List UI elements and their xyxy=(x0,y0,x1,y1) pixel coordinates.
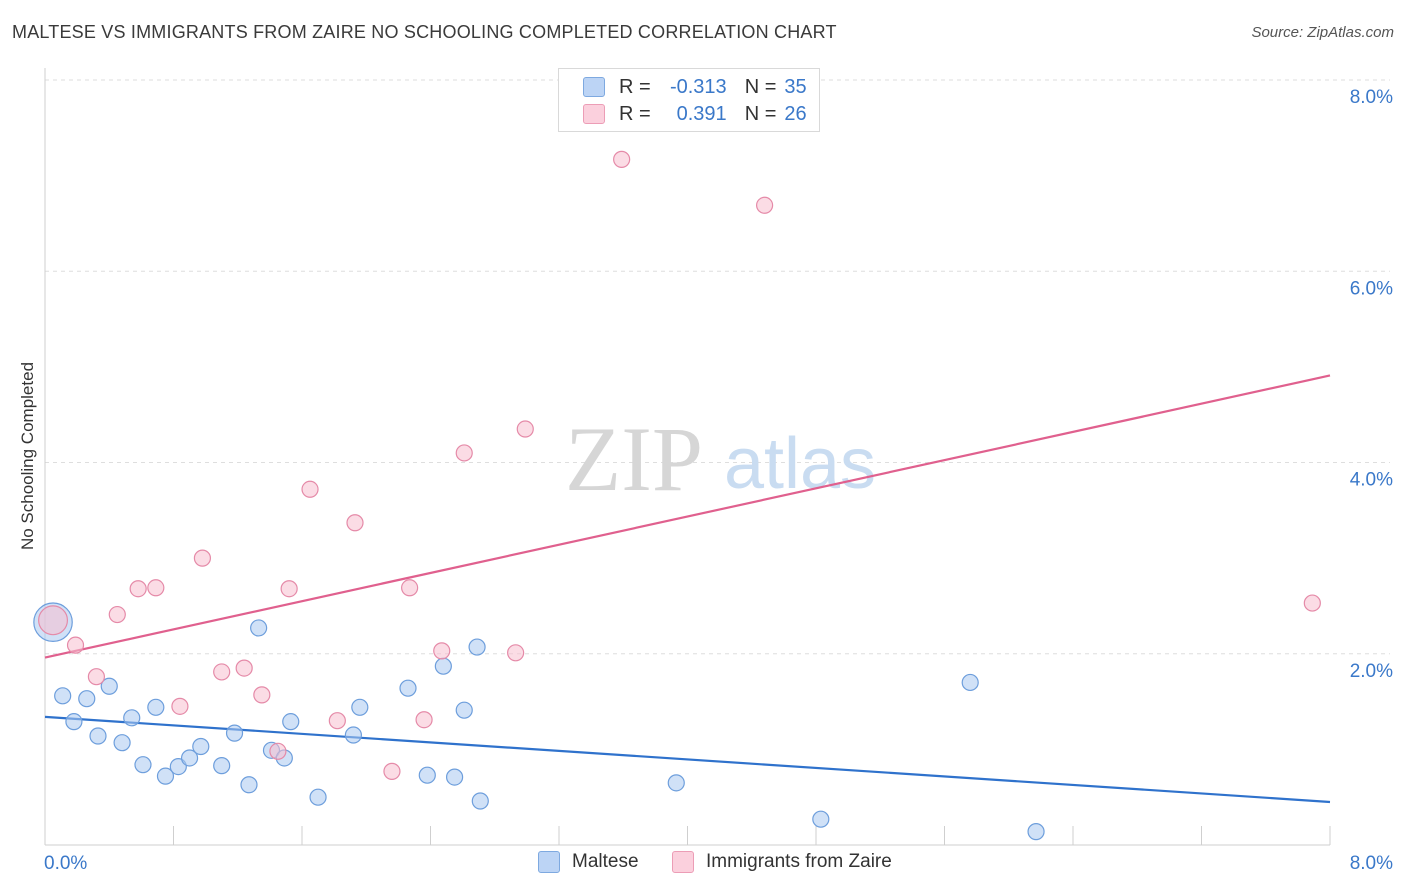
zaire-point xyxy=(87,668,106,686)
maltese-point xyxy=(180,749,199,767)
bottom-legend-maltese: Maltese xyxy=(538,851,639,873)
source-label: Source: ZipAtlas.com xyxy=(1251,24,1394,41)
zaire-point xyxy=(66,636,85,654)
zaire-point xyxy=(235,659,253,677)
maltese-point xyxy=(54,687,72,705)
maltese-point xyxy=(240,776,258,794)
watermark-zip: ZIP xyxy=(565,408,703,510)
x-tick-label-min: 0.0% xyxy=(44,853,87,874)
grid-lines xyxy=(45,79,1390,655)
zaire-point xyxy=(280,580,298,598)
maltese-point xyxy=(282,713,300,731)
bottom-legend-label-zaire: Immigrants from Zaire xyxy=(706,851,892,872)
legend-n-value: 26 xyxy=(784,102,807,125)
legend-swatch-maltese xyxy=(583,77,605,97)
zaire-point xyxy=(301,480,319,498)
zaire-point xyxy=(516,420,534,438)
x-tick-label-max: 8.0% xyxy=(1350,853,1393,874)
zaire-point xyxy=(253,686,271,704)
maltese-point xyxy=(225,724,244,742)
zaire-point xyxy=(108,605,126,624)
maltese-point xyxy=(434,657,452,675)
maltese-point xyxy=(445,768,464,786)
maltese-point xyxy=(250,619,268,637)
legend-swatch-zaire xyxy=(583,104,605,124)
bottom-legend-label-maltese: Maltese xyxy=(572,851,639,872)
y-axis-label: No Schooling Completed xyxy=(18,361,37,551)
zaire-point xyxy=(269,742,287,760)
bottom-legend-swatch-maltese xyxy=(538,851,560,873)
zaire-point xyxy=(147,579,165,597)
stats-legend: R = -0.313 N = 35 R = 0.391 N = 26 xyxy=(558,68,820,132)
maltese-point xyxy=(78,690,96,708)
zaire-point xyxy=(38,605,69,636)
zaire-point xyxy=(213,663,231,681)
trend-lines xyxy=(44,374,1331,804)
y-tick-label: 6.0% xyxy=(1350,278,1393,299)
zaire-point xyxy=(193,549,212,567)
data-points xyxy=(33,150,1321,841)
zaire-point xyxy=(383,762,401,780)
y-tick-label: 8.0% xyxy=(1350,87,1393,108)
maltese-point xyxy=(65,713,83,731)
maltese-point xyxy=(1027,823,1045,841)
legend-n-value: 35 xyxy=(784,75,807,98)
maltese-point xyxy=(113,734,131,752)
zaire-point xyxy=(755,196,774,214)
maltese-point xyxy=(468,638,486,656)
bottom-legend-zaire: Immigrants from Zaire xyxy=(672,851,892,873)
zaire-point xyxy=(171,697,189,715)
maltese-point xyxy=(192,737,210,756)
maltese-point xyxy=(418,766,436,784)
y-tick-labels: 2.0% 4.0% 6.0% 8.0% xyxy=(1350,87,1393,682)
maltese-trend-line xyxy=(44,715,1331,804)
legend-n-label: N = xyxy=(744,75,777,98)
zaire-point xyxy=(415,711,433,729)
maltese-point xyxy=(213,757,231,775)
y-tick-label: 2.0% xyxy=(1350,661,1393,682)
maltese-point xyxy=(812,810,830,828)
zaire-point xyxy=(613,150,631,168)
maltese-point xyxy=(471,792,489,810)
chart-title: MALTESE VS IMMIGRANTS FROM ZAIRE NO SCHO… xyxy=(12,22,837,42)
legend-row-zaire: R = 0.391 N = 26 xyxy=(559,101,807,127)
zaire-point xyxy=(328,712,346,730)
x-tick-labels: 0.0% 8.0% xyxy=(44,853,1393,874)
legend-r-value: 0.391 xyxy=(676,102,727,125)
zaire-point xyxy=(401,579,419,597)
axes xyxy=(44,68,1331,846)
maltese-point xyxy=(100,677,118,695)
legend-row-maltese: R = -0.313 N = 35 xyxy=(559,74,807,100)
maltese-point xyxy=(134,756,152,774)
legend-r-label: R = xyxy=(619,102,651,125)
legend-r-label: R = xyxy=(619,75,651,98)
zaire-point xyxy=(1303,594,1321,612)
maltese-point xyxy=(667,774,685,792)
maltese-point xyxy=(89,727,107,745)
bottom-legend-swatch-zaire xyxy=(672,851,694,873)
zaire-point xyxy=(346,514,364,532)
maltese-point xyxy=(309,788,327,806)
legend-n-label: N = xyxy=(744,102,777,125)
zaire-point xyxy=(455,444,473,462)
zaire-point xyxy=(129,580,147,598)
maltese-point xyxy=(147,698,165,716)
legend-r-value: -0.313 xyxy=(669,75,727,98)
maltese-point xyxy=(344,726,362,744)
maltese-point xyxy=(399,679,417,697)
zaire-point xyxy=(433,642,451,660)
maltese-point xyxy=(351,698,369,716)
maltese-point xyxy=(455,701,473,719)
y-tick-label: 4.0% xyxy=(1350,470,1393,491)
zaire-point xyxy=(507,644,525,662)
maltese-point xyxy=(123,709,141,727)
maltese-point xyxy=(156,767,175,785)
watermark: ZIP atlas xyxy=(565,408,876,510)
zaire-trend-line xyxy=(44,374,1331,659)
maltese-point xyxy=(961,673,979,692)
